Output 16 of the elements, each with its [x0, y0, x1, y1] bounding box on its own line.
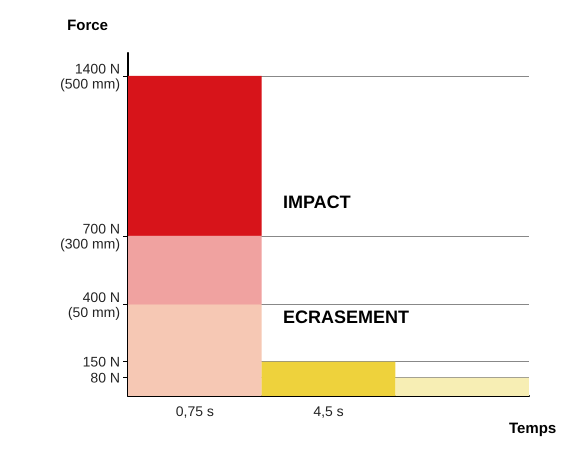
x-tick-label: 0,75 s: [176, 403, 214, 419]
x-tick-label: 4,5 s: [313, 403, 344, 419]
y-tick-label: 150 N: [82, 354, 120, 370]
y-axis-title: Force: [67, 17, 108, 34]
bar: [128, 304, 262, 396]
y-tick-label: 1400 N (500 mm): [60, 60, 120, 92]
annotation: IMPACT: [283, 192, 351, 212]
annotation: ECRASEMENT: [283, 307, 410, 327]
x-axis-title: Temps: [509, 420, 556, 437]
y-tick-label: 80 N: [90, 370, 120, 386]
bar: [128, 76, 262, 236]
y-tick-label: 400 N (50 mm): [68, 289, 120, 320]
bar: [395, 378, 529, 396]
bar: [128, 236, 262, 305]
bar: [262, 362, 396, 396]
y-tick-label: 700 N (300 mm): [60, 220, 120, 252]
